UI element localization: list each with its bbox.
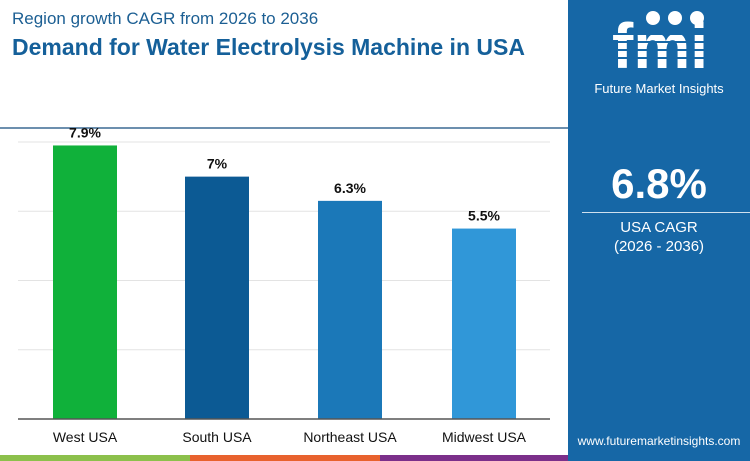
divider xyxy=(0,127,568,129)
x-tick-label: Midwest USA xyxy=(442,429,527,445)
x-tick-label: West USA xyxy=(53,429,118,445)
cagr-label: USA CAGR xyxy=(620,219,698,236)
x-tick-label: South USA xyxy=(182,429,252,445)
data-label: 7.9% xyxy=(69,124,101,140)
chart-subtitle: Region growth CAGR from 2026 to 2036 xyxy=(12,9,319,28)
bar-chart: 7.9% West USA 7% South USA 6.3% Northeast USA… xyxy=(18,124,550,445)
data-label: 5.5% xyxy=(468,208,500,224)
bar xyxy=(318,200,382,419)
website-link[interactable]: www.futuremarketinsights.com xyxy=(577,434,741,448)
footer-stripe-orange xyxy=(190,455,380,461)
brand-name: Future Market Insights xyxy=(594,81,724,96)
cagr-value: 6.8% xyxy=(611,160,707,207)
bar xyxy=(452,228,516,419)
cagr-period: (2026 - 2036) xyxy=(613,238,705,255)
footer-stripe-green xyxy=(0,455,190,461)
bar xyxy=(185,176,249,419)
fmi-logo: fmi xyxy=(595,10,725,76)
sidebar-panel xyxy=(568,0,750,461)
bar xyxy=(53,145,117,419)
divider xyxy=(582,212,750,213)
footer-stripe-purple xyxy=(380,455,568,461)
x-tick-label: Northeast USA xyxy=(303,429,397,445)
data-label: 7% xyxy=(207,156,228,172)
data-label: 6.3% xyxy=(334,180,366,196)
chart-title: Demand for Water Electrolysis Machine in… xyxy=(12,34,525,60)
